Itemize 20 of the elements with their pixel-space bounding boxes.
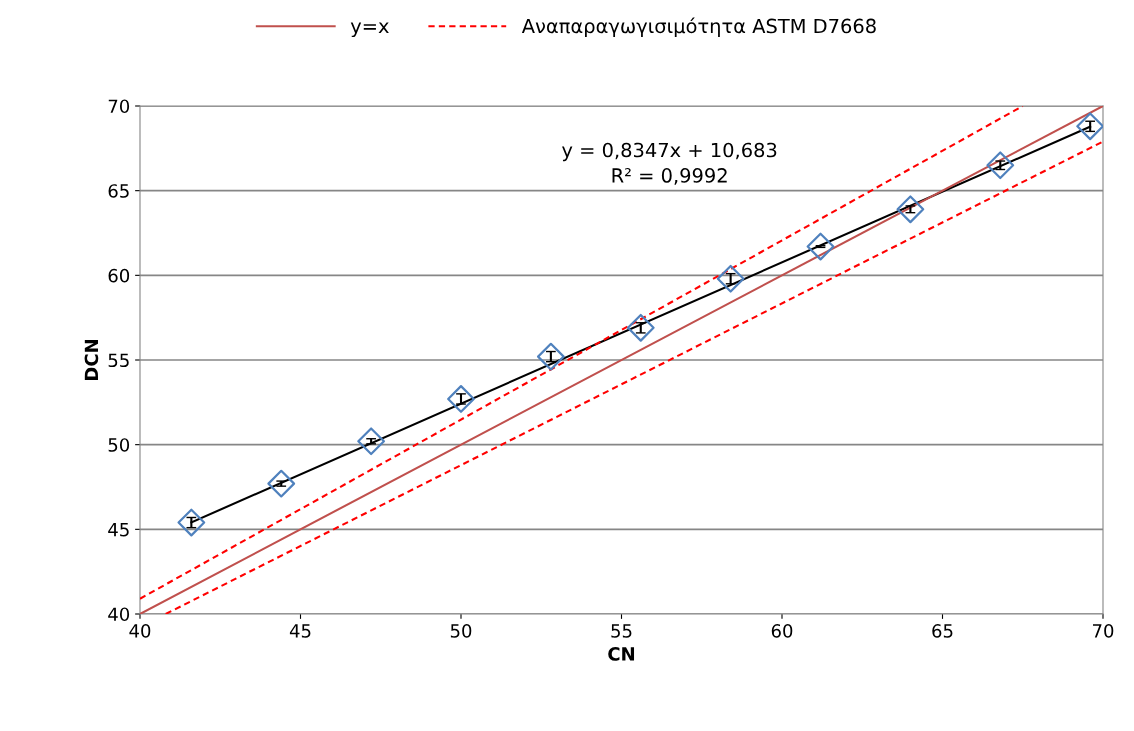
- x-tick-label: 40: [129, 624, 151, 638]
- y-tick-label: 55: [108, 353, 129, 368]
- x-tick-label: 55: [611, 624, 632, 638]
- y-tick-label: 40: [108, 607, 130, 622]
- y-tick-label: 65: [108, 184, 129, 198]
- y-tick-label: 50: [108, 438, 130, 452]
- x-axis-title: CN: [608, 647, 635, 661]
- legend-label: Αναπαραγωγισιμότητα ASTM D7668: [521, 17, 876, 38]
- annotation: R² = 0,9992: [612, 168, 727, 185]
- y-tick-label: 70: [108, 99, 130, 114]
- legend-label: y=x: [350, 22, 389, 38]
- y-tick-label: 60: [108, 268, 130, 283]
- x-tick-label: 60: [771, 624, 793, 638]
- y-axis-title: DCN: [84, 339, 99, 381]
- annotation: y = 0,8347x + 10,683: [562, 142, 777, 162]
- x-tick-label: 50: [450, 624, 472, 638]
- x-tick-label: 65: [932, 624, 953, 638]
- y-tick-label: 45: [108, 523, 129, 537]
- x-tick-label: 45: [289, 624, 311, 638]
- x-tick-label: 70: [1092, 624, 1114, 638]
